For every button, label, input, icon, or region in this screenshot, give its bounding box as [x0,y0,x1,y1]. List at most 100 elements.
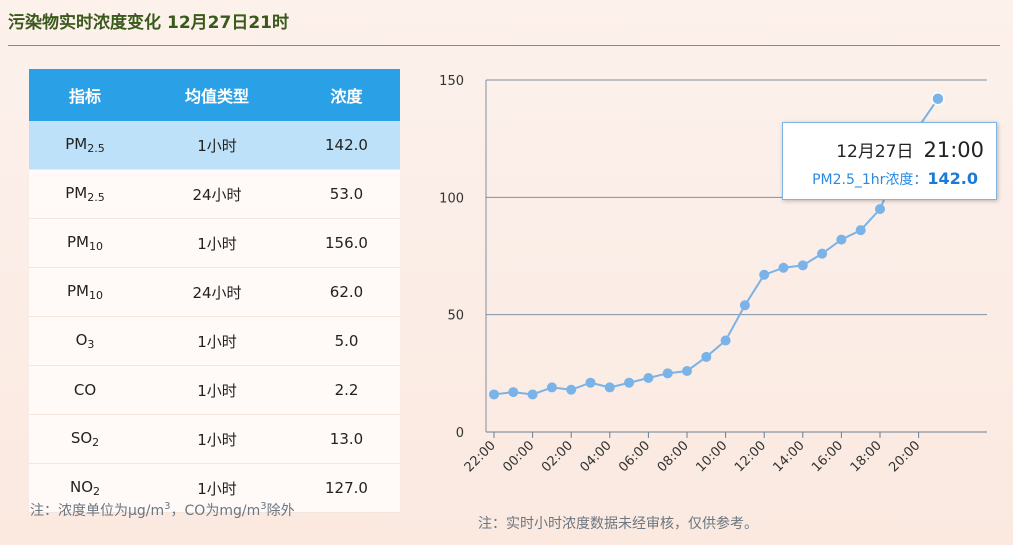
table-row: O3 1小时 5.0 [29,316,400,366]
unit-note: 注：浓度单位为μg/m3，CO为mg/m3除外 [30,500,295,520]
data-point [739,300,750,311]
data-point [662,368,673,379]
pollutant-name: NO2 [29,463,141,513]
table-row: NO2 1小时 127.0 [29,463,400,513]
x-tick-label: 18:00 [848,438,885,475]
concentration-value: 13.0 [293,414,400,464]
unit-note-sup2: 3 [260,501,267,512]
concentration-value: 156.0 [293,218,400,268]
tooltip-value: 142.0 [927,169,978,188]
pollutant-subscript: 10 [89,240,103,253]
unit-note-b: ，CO为mg/m [170,503,261,519]
x-tick-label: 06:00 [616,438,653,475]
pollutant-base: NO [69,478,94,496]
concentration-value: 2.2 [293,365,400,415]
pollutant-name: CO [29,365,141,415]
table-row: PM10 1小时 156.0 [29,218,400,268]
pollutant-subscript: 2 [93,485,101,498]
pollutant-name: PM10 [29,218,141,268]
concentration-value: 62.0 [293,267,400,317]
data-point [759,269,770,280]
pollutant-subscript: 10 [89,289,103,302]
pollutant-table: 指标 均值类型 浓度 PM2.5 1小时 142.0 PM2.5 24小时 53.0 PM1… [29,69,400,513]
chart-tooltip: 12月27日 21:00 PM2.5_1hr浓度：142.0 [782,122,997,200]
table-row: SO2 1小时 13.0 [29,414,400,464]
data-point [604,382,615,393]
title-time: 12月27日21时 [167,13,289,33]
header-indicator: 指标 [29,69,141,121]
concentration-value: 142.0 [293,121,400,170]
pollutant-subscript: 3 [87,338,95,351]
data-point [643,373,654,384]
pollutant-base: O [75,331,88,349]
avg-type: 1小时 [141,414,293,464]
table-row: PM2.5 24小时 53.0 [29,169,400,219]
data-point [624,377,635,388]
tooltip-date: 12月27日 [836,142,914,162]
data-point [585,377,596,388]
pollutant-base: PM [65,135,88,153]
x-tick-label: 00:00 [500,438,537,475]
table-header-row: 指标 均值类型 浓度 [29,69,400,121]
unit-note-a: 注：浓度单位为μg/m [30,503,165,519]
tooltip-label: PM2.5_1hr浓度： [812,172,928,188]
concentration-value: 5.0 [293,316,400,366]
pollutant-name: PM2.5 [29,121,141,170]
pollutant-name: O3 [29,316,141,366]
divider [8,45,1000,46]
data-point [701,351,712,362]
avg-type: 1小时 [141,121,293,170]
pollutant-base: SO [70,429,93,447]
pollutant-name: SO2 [29,414,141,464]
concentration-value: 127.0 [293,463,400,513]
pollutant-base: PM [67,282,89,300]
avg-type: 1小时 [141,316,293,366]
y-tick-label: 100 [439,191,464,206]
avg-type: 24小时 [141,169,293,219]
y-tick-label: 150 [439,74,464,89]
page-title: 污染物实时浓度变化 12月27日21时 [8,8,289,33]
data-point [566,384,577,395]
tooltip-time: 12月27日 21:00 [836,137,984,162]
x-tick-label: 14:00 [771,438,808,475]
x-tick-label: 08:00 [655,438,692,475]
data-point [546,382,557,393]
data-point [489,389,499,400]
pollutant-subscript: 2.5 [87,142,105,155]
avg-type: 1小时 [141,463,293,513]
data-point [508,387,519,398]
avg-type: 1小时 [141,218,293,268]
pollutant-subscript: 2.5 [87,191,105,204]
table-row: PM2.5 1小时 142.0 [29,121,400,170]
disclaimer-note: 注：实时小时浓度数据未经审核，仅供参考。 [478,516,758,532]
header-avg-type: 均值类型 [141,69,293,121]
pollutant-name: PM10 [29,267,141,317]
unit-note-c: 除外 [266,503,295,519]
avg-type: 24小时 [141,267,293,317]
data-point [855,225,866,236]
table-row: PM10 24小时 62.0 [29,267,400,317]
concentration-value: 53.0 [293,169,400,219]
data-point [527,389,538,400]
data-point [682,365,692,376]
x-tick-label: 20:00 [886,438,923,475]
data-point [720,335,731,346]
pollutant-base: PM [67,233,89,251]
title-text: 污染物实时浓度变化 [8,13,161,33]
data-point [817,248,828,259]
data-point [931,92,945,106]
x-tick-label: 22:00 [462,438,499,475]
x-tick-label: 16:00 [809,438,846,475]
tooltip-value-line: PM2.5_1hr浓度：142.0 [812,169,978,189]
data-point [836,234,847,245]
table-row: CO 1小时 2.2 [29,365,400,415]
x-tick-label: 12:00 [732,438,769,475]
data-point [797,260,808,271]
header-concentration: 浓度 [293,69,400,121]
tooltip-hour: 21:00 [923,138,984,162]
x-tick-label: 04:00 [578,438,615,475]
x-tick-label: 02:00 [539,438,576,475]
avg-type: 1小时 [141,365,293,415]
unit-note-sup1: 3 [164,501,171,512]
